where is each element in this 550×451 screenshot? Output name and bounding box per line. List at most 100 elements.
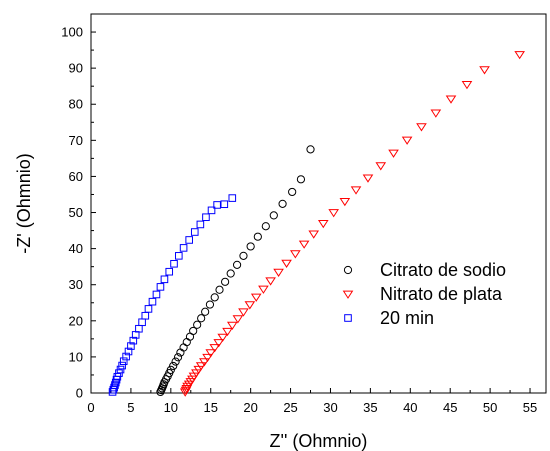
data-point xyxy=(207,206,216,215)
legend-label: Nitrato de plata xyxy=(380,284,503,304)
data-point xyxy=(388,149,399,158)
y-axis-title: -Z' (Ohmnio) xyxy=(14,153,34,253)
x-tick-label: 0 xyxy=(87,400,94,415)
data-point xyxy=(118,361,126,370)
series-2 xyxy=(108,194,237,396)
data-point xyxy=(298,240,310,249)
data-point xyxy=(129,336,138,345)
plot-area: 0 5 10 15 20 25 30 35 40 45 50 55 0 10 20 30 40 50 60 70 80… xyxy=(61,13,547,415)
data-point xyxy=(182,338,191,347)
x-axis-ticks: 0 5 10 15 20 25 30 35 40 45 50 55 xyxy=(87,388,537,415)
legend-marker xyxy=(344,314,352,322)
data-point xyxy=(122,352,130,361)
legend-marker xyxy=(343,265,353,275)
data-point xyxy=(244,301,256,310)
data-point xyxy=(109,385,118,394)
y-tick-label: 60 xyxy=(69,169,83,184)
data-point xyxy=(306,145,315,154)
x-tick-label: 35 xyxy=(363,400,377,415)
data-point xyxy=(228,194,237,202)
x-tick-label: 55 xyxy=(523,400,537,415)
data-point xyxy=(416,123,427,132)
data-point xyxy=(514,51,525,60)
data-point xyxy=(401,136,413,145)
data-point xyxy=(160,275,169,284)
data-point xyxy=(445,95,457,104)
data-point xyxy=(181,384,193,394)
y-tick-label: 50 xyxy=(69,205,83,220)
data-point xyxy=(135,324,143,333)
data-point xyxy=(201,307,210,316)
data-point xyxy=(479,66,490,75)
data-point xyxy=(261,222,270,231)
data-point xyxy=(250,293,262,302)
data-point xyxy=(288,187,297,197)
data-point xyxy=(169,361,178,371)
data-point xyxy=(210,293,219,302)
data-point xyxy=(296,175,306,184)
data-point xyxy=(213,339,225,348)
data-point xyxy=(339,197,351,207)
data-point xyxy=(220,200,229,209)
y-tick-label: 80 xyxy=(69,97,83,112)
data-point xyxy=(152,290,161,299)
data-point xyxy=(193,320,202,329)
data-point xyxy=(165,267,174,276)
data-point xyxy=(461,81,473,90)
x-tick-label: 45 xyxy=(443,400,457,415)
data-point xyxy=(226,321,238,331)
data-point xyxy=(328,209,339,218)
series-0 xyxy=(156,145,315,397)
data-point xyxy=(258,285,269,294)
y-axis-ticks: 0 10 20 30 40 50 60 70 80 90 100 xyxy=(61,13,96,401)
data-point xyxy=(195,362,207,371)
x-tick-label: 40 xyxy=(403,400,417,415)
data-point xyxy=(124,347,133,356)
y-tick-label: 70 xyxy=(69,133,83,148)
data-point xyxy=(232,315,244,324)
x-tick-label: 5 xyxy=(127,400,134,415)
legend-marker xyxy=(342,290,354,299)
x-tick-label: 10 xyxy=(164,400,178,415)
data-point xyxy=(253,232,262,241)
data-point xyxy=(221,277,230,286)
data-point xyxy=(246,242,255,251)
data-point xyxy=(116,365,125,374)
legend-label: Citrato de sodio xyxy=(380,260,506,280)
y-tick-label: 100 xyxy=(61,25,83,40)
data-point xyxy=(273,268,284,277)
data-point xyxy=(196,220,205,229)
series-layer xyxy=(108,51,525,397)
legend-label: 20 min xyxy=(380,308,434,328)
data-point xyxy=(430,109,442,118)
data-point xyxy=(110,383,118,392)
data-point xyxy=(197,314,206,323)
data-point xyxy=(156,283,165,291)
y-tick-label: 10 xyxy=(69,349,83,364)
data-point xyxy=(239,251,248,260)
data-point xyxy=(171,357,180,366)
series-1 xyxy=(179,51,525,397)
data-point xyxy=(290,250,301,259)
data-point xyxy=(278,199,287,208)
data-point xyxy=(265,277,276,286)
data-point xyxy=(175,252,183,260)
y-tick-label: 40 xyxy=(69,241,83,256)
data-point xyxy=(189,326,198,336)
data-point xyxy=(205,349,217,358)
data-point xyxy=(226,269,235,278)
data-point xyxy=(205,300,215,309)
data-point xyxy=(213,201,221,209)
data-point xyxy=(238,308,249,317)
legend: Citrato de sodio Nitrato de plata 20 min xyxy=(342,260,506,328)
x-tick-label: 15 xyxy=(204,400,218,415)
data-point xyxy=(173,353,183,362)
data-point xyxy=(269,211,278,220)
data-point xyxy=(202,353,213,363)
x-tick-label: 20 xyxy=(243,400,257,415)
x-tick-label: 25 xyxy=(283,400,297,415)
data-point xyxy=(144,305,153,313)
data-point xyxy=(202,213,210,222)
data-point xyxy=(375,162,387,171)
